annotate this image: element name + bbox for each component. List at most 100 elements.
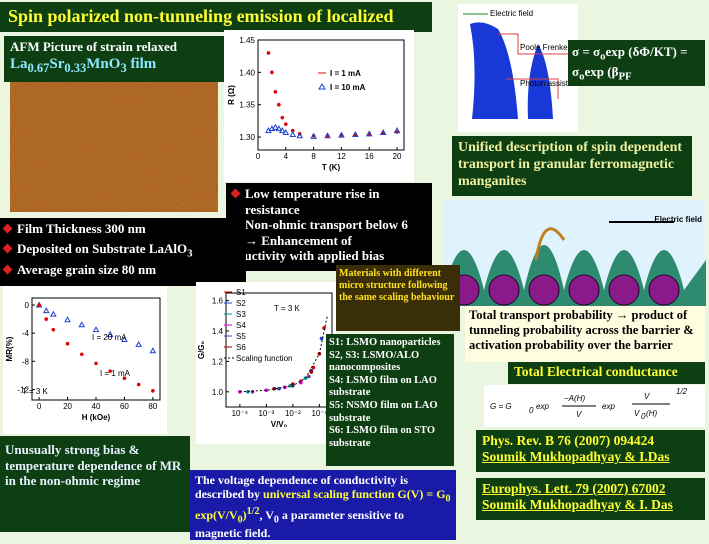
line: Non-ohmic transport below 6 xyxy=(230,217,428,233)
y-axis-label: MR(%) xyxy=(5,336,14,361)
diagram-label: Electric field xyxy=(654,215,702,224)
point xyxy=(51,312,56,317)
t: V xyxy=(634,409,640,418)
x-tick-label: 80 xyxy=(148,402,157,411)
line: Deposited on Substrate LaAlO3 xyxy=(2,241,244,261)
annotation: I = 1 mA xyxy=(100,369,131,378)
point xyxy=(150,348,155,353)
barrier-diagram: Electric field xyxy=(444,200,706,306)
point xyxy=(94,362,98,366)
y-tick-label: 1.4 xyxy=(212,327,224,336)
legend-label: S2 xyxy=(236,299,246,308)
line: Film Thickness 300 nm xyxy=(2,221,244,237)
x-tick-label: 10⁻³ xyxy=(258,409,274,418)
sample: S2, S3: LSMO/ALO nanocomposites xyxy=(329,350,451,375)
legend-label: S6 xyxy=(236,343,246,352)
t: V xyxy=(576,410,582,419)
y-tick-label: 1.30 xyxy=(239,133,255,142)
point xyxy=(274,90,278,94)
x-tick-label: 20 xyxy=(393,152,402,161)
t: 0 xyxy=(529,406,534,415)
line: → Enhancement of xyxy=(230,233,428,249)
point xyxy=(137,383,141,387)
t: 0.33 xyxy=(64,61,86,75)
sample-box: Film Thickness 300 nm Deposited on Substr… xyxy=(0,218,246,286)
formula: G = G0exp−A(H)VexpVV0(H)1/2 xyxy=(484,385,705,427)
point xyxy=(80,352,84,356)
annotation: T = 3 K xyxy=(274,304,301,313)
x-tick-label: 10⁻² xyxy=(285,409,301,418)
ref: Phys. Rev. B 76 (2007) 094424 xyxy=(482,433,699,449)
point xyxy=(284,122,288,126)
mr-note: Unusually strong bias & temperature depe… xyxy=(0,436,190,532)
point xyxy=(270,71,274,75)
point xyxy=(94,327,99,332)
afm-box: AFM Picture of strain relaxed La0.67Sr0.… xyxy=(4,36,230,82)
legend-label: S4 xyxy=(236,321,246,330)
line: resistance xyxy=(230,202,428,218)
t: σ = σ xyxy=(572,44,600,59)
line: Average grain size 80 nm xyxy=(2,262,244,278)
point xyxy=(79,322,84,327)
t: exp xyxy=(602,402,615,411)
x-axis-label: V/V₀ xyxy=(271,420,288,429)
annotation: I = 20 mA xyxy=(92,333,127,342)
afm-heading: AFM Picture of strain relaxed xyxy=(10,39,224,55)
afm-image xyxy=(10,82,218,212)
point xyxy=(65,317,70,322)
t: exp (β xyxy=(585,64,619,79)
line: Low temperature rise in xyxy=(230,186,428,202)
t: Deposited on Substrate LaAlO xyxy=(17,241,187,256)
t: G = G xyxy=(490,402,512,411)
legend-swatch xyxy=(319,84,325,89)
t: 1/2 xyxy=(247,506,260,517)
t: PF xyxy=(618,70,631,82)
ref-authors: Soumik Mukhopadhyay & I. Das xyxy=(482,497,699,513)
annotation: T = 3 K xyxy=(22,387,49,396)
t: MnO xyxy=(86,56,120,72)
t: 1/2 xyxy=(676,387,688,396)
y-tick-label: -4 xyxy=(22,329,30,338)
y-tick-label: 1.45 xyxy=(239,36,255,45)
y-axis-label: R (Ω) xyxy=(227,85,236,105)
x-tick-label: 4 xyxy=(284,152,289,161)
x-tick-label: 16 xyxy=(365,152,374,161)
x-tick-label: 20 xyxy=(63,402,72,411)
point xyxy=(44,308,49,313)
t: 3 xyxy=(187,247,192,259)
t: , V xyxy=(259,508,273,522)
point xyxy=(151,389,155,393)
point xyxy=(267,51,271,55)
mr-chart: 0204060800-4-8-12H (kOe)MR(%)I = 20 mAI … xyxy=(4,288,166,432)
legend-label: S3 xyxy=(236,310,246,319)
t: exp xyxy=(536,402,549,411)
page: Spin polarized non-tunneling emission of… xyxy=(0,0,709,544)
point xyxy=(290,132,295,137)
point xyxy=(307,375,311,379)
y-tick-label: 1.35 xyxy=(239,101,255,110)
point xyxy=(276,126,281,131)
t: −A(H) xyxy=(564,394,585,403)
y-tick-label: 1.2 xyxy=(212,357,224,366)
t: film xyxy=(127,56,157,72)
t: (H) xyxy=(646,409,657,418)
legend-label: I = 10 mA xyxy=(330,83,366,92)
y-tick-label: -8 xyxy=(22,357,30,366)
y-axis-label: G/G₀ xyxy=(197,340,206,359)
sample: S6: LSMO film on STO substrate xyxy=(329,425,451,450)
conductance-box: Total Electrical conductance xyxy=(508,362,705,384)
point xyxy=(37,303,41,307)
samples-box: S1: LSMO nanoparticlesS2, S3: LSMO/ALO n… xyxy=(326,334,454,466)
y-tick-label: 1.40 xyxy=(239,68,255,77)
point xyxy=(44,317,48,321)
legend-label: I = 1 mA xyxy=(330,69,361,78)
transport-box: Total transport probability → product of… xyxy=(465,306,705,362)
ref-authors: Soumik Mukhopadhyay & I.Das xyxy=(482,449,699,465)
y-tick-label: 1.0 xyxy=(212,388,224,397)
diagram-label: Electric field xyxy=(490,9,533,18)
sample: S1: LSMO nanoparticles xyxy=(329,337,451,350)
